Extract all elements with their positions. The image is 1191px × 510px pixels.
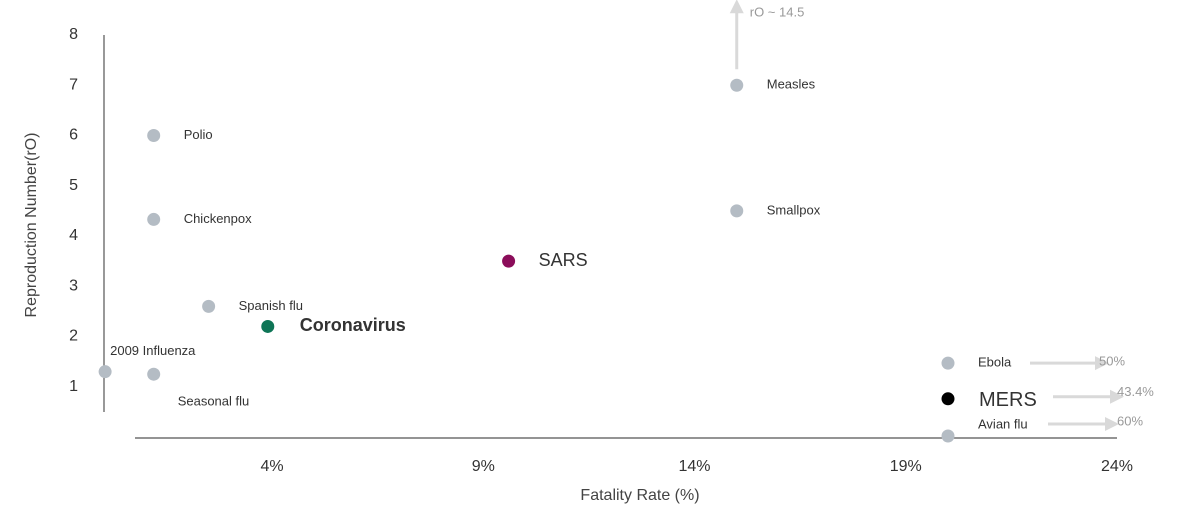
point	[730, 204, 744, 218]
point	[502, 254, 516, 268]
point-label: Ebola	[978, 355, 1012, 370]
point-label: Avian flu	[978, 416, 1028, 431]
x-tick-label: 4%	[260, 458, 283, 475]
arrow-head	[1110, 389, 1124, 404]
y-axis-title: Reproduction Number(rO)	[23, 133, 40, 318]
point	[941, 392, 955, 406]
annotation: rO ~ 14.5	[750, 5, 805, 20]
point-label: 2009 Influenza	[110, 343, 196, 358]
point-label: Chickenpox	[184, 211, 252, 226]
y-tick-label: 4	[69, 227, 78, 244]
y-tick-label: 1	[69, 378, 78, 395]
y-tick-label: 3	[69, 277, 78, 294]
point	[202, 299, 216, 313]
y-tick-label: 5	[69, 177, 78, 194]
x-tick-label: 14%	[678, 458, 710, 475]
point	[98, 365, 112, 379]
point-label: Spanish flu	[239, 298, 303, 313]
x-axis-title: Fatality Rate (%)	[580, 487, 699, 504]
y-tick-label: 2	[69, 328, 78, 345]
arrow-head	[729, 0, 744, 14]
y-tick-label: 7	[69, 76, 78, 93]
point	[261, 319, 275, 333]
point-label: Polio	[184, 127, 213, 142]
y-tick-label: 8	[69, 26, 78, 43]
point	[730, 78, 744, 92]
x-tick-label: 24%	[1101, 458, 1133, 475]
point	[941, 429, 955, 443]
annotation: 43.4%	[1117, 384, 1154, 399]
point	[941, 356, 955, 370]
y-tick-label: 6	[69, 127, 78, 144]
point-label: Seasonal flu	[178, 394, 250, 409]
annotation: 50%	[1099, 354, 1125, 369]
annotation: 60%	[1117, 413, 1143, 428]
x-tick-label: 9%	[472, 458, 495, 475]
point-label: Coronavirus	[300, 315, 406, 335]
point-label: MERS	[979, 389, 1037, 411]
point-label: Smallpox	[767, 202, 821, 217]
point-label: SARS	[539, 250, 588, 270]
arrow-head	[1095, 356, 1109, 371]
point	[147, 212, 161, 226]
point-label: Measles	[767, 77, 816, 92]
x-tick-label: 19%	[890, 458, 922, 475]
point	[147, 367, 161, 381]
point	[147, 129, 161, 142]
arrow-head	[1105, 416, 1119, 431]
